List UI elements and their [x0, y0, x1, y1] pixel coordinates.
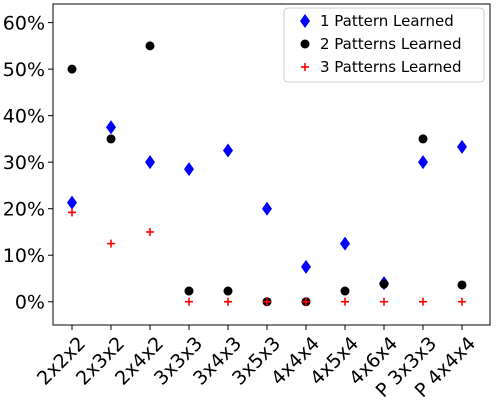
data-point-series-1	[418, 155, 428, 170]
data-point-series-1	[106, 120, 116, 135]
data-point-series-3	[185, 297, 193, 306]
data-point-series-2	[223, 286, 233, 296]
data-point-series-3	[263, 297, 271, 306]
series-2	[67, 41, 467, 307]
data-point-series-1	[223, 143, 233, 158]
data-point-series-3	[419, 297, 427, 306]
legend: 1 Pattern Learned 2 Patterns Learned 3 Pat…	[283, 7, 485, 83]
y-tick-label: 60%	[3, 13, 45, 35]
data-point-series-2	[184, 286, 194, 296]
data-point-series-2	[457, 280, 467, 290]
series-1	[67, 120, 467, 291]
y-tick-label: 50%	[3, 59, 45, 81]
x-axis: 2x2x22x3x22x4x23x3x33x4x33x5x34x4x44x5x4…	[33, 325, 480, 402]
y-tick-label: 0%	[15, 292, 45, 314]
series-3	[68, 208, 466, 306]
data-point-series-1	[340, 236, 350, 251]
legend-marker-series-2	[300, 39, 310, 49]
data-point-series-3	[68, 208, 76, 217]
data-point-series-2	[340, 286, 350, 296]
data-point-series-1	[184, 162, 194, 177]
y-tick-label: 20%	[3, 199, 45, 221]
data-point-series-2	[379, 279, 389, 289]
y-tick-label: 30%	[3, 152, 45, 174]
legend-box	[283, 7, 485, 83]
data-point-series-1	[301, 259, 311, 274]
legend-marker-series-3	[301, 63, 309, 71]
data-point-series-3	[302, 297, 310, 306]
data-point-series-1	[457, 139, 467, 154]
y-tick-label: 10%	[3, 245, 45, 267]
data-point-series-1	[145, 155, 155, 170]
data-point-series-2	[67, 64, 77, 74]
data-point-series-3	[458, 297, 466, 306]
data-point-series-2	[106, 134, 116, 144]
plot-area-frame	[52, 3, 491, 326]
data-point-series-3	[146, 227, 154, 236]
data-point-series-1	[67, 195, 77, 210]
data-point-series-1	[262, 201, 272, 216]
y-axis: 0% 10% 20% 30% 40% 50% 60%	[3, 13, 53, 314]
legend-label: 2 Patterns Learned	[320, 35, 462, 53]
data-point-series-2	[418, 134, 428, 144]
data-point-series-3	[341, 297, 349, 306]
data-point-series-3	[224, 297, 232, 306]
legend-label: 3 Patterns Learned	[320, 58, 462, 76]
data-point-series-3	[107, 239, 115, 248]
legend-marker-series-1	[300, 14, 310, 28]
legend-label: 1 Pattern Learned	[320, 12, 454, 30]
y-tick-label: 40%	[3, 106, 45, 128]
data-points	[67, 41, 467, 307]
data-point-series-3	[380, 297, 388, 306]
data-point-series-2	[145, 41, 155, 51]
